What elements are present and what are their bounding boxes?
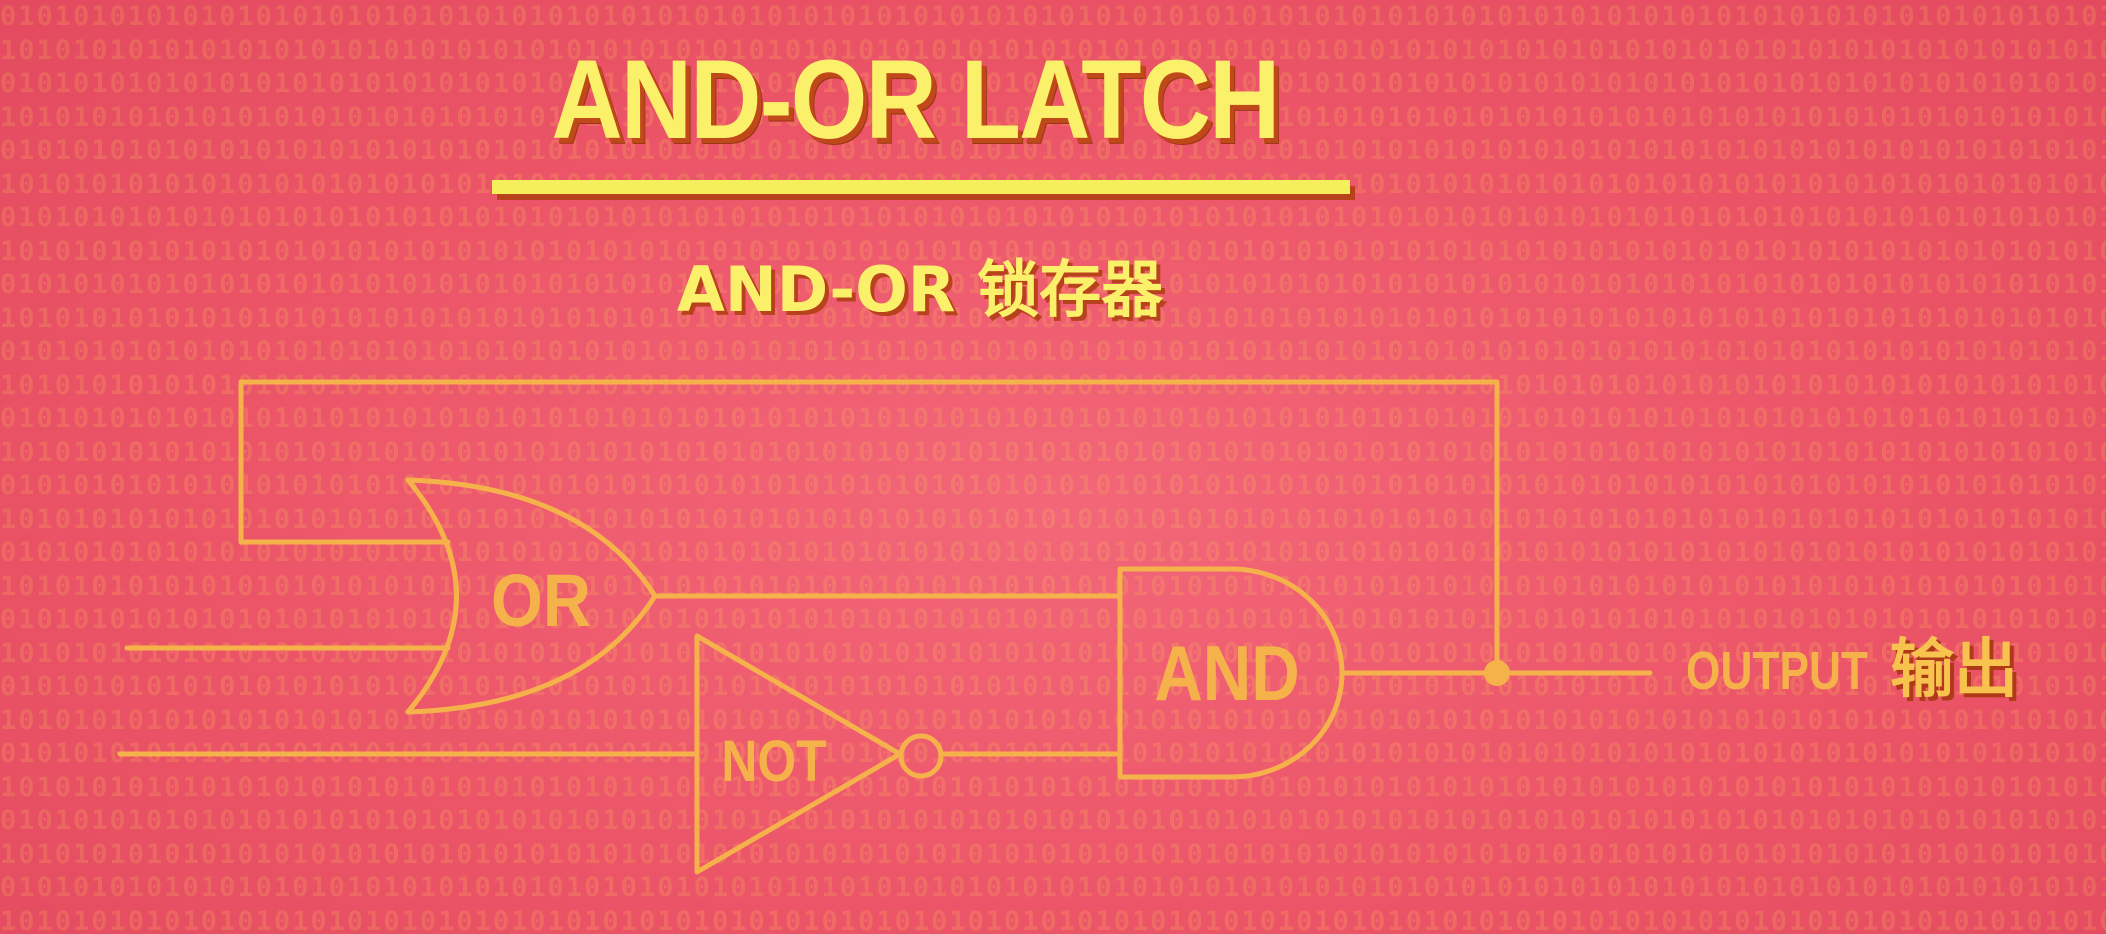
- or-gate: [405, 477, 658, 715]
- and-gate: [1117, 566, 1345, 780]
- output-label: OUTPUT: [1686, 641, 1869, 701]
- diagram-subtitle: AND-OR 锁存器: [676, 253, 1164, 326]
- title-underline: [492, 180, 1350, 194]
- feedback-wire: [238, 379, 1500, 673]
- diagram-title: AND-OR LATCH: [551, 37, 1280, 162]
- and-gate-label: AND: [1154, 630, 1299, 717]
- not-gate: [694, 633, 903, 875]
- output-label-chinese: 输出: [1890, 633, 2018, 707]
- not-gate-bubble: [898, 733, 944, 779]
- output-junction-dot: [1484, 660, 1510, 686]
- not-gate-label: NOT: [721, 730, 826, 794]
- or-gate-label: OR: [491, 559, 591, 642]
